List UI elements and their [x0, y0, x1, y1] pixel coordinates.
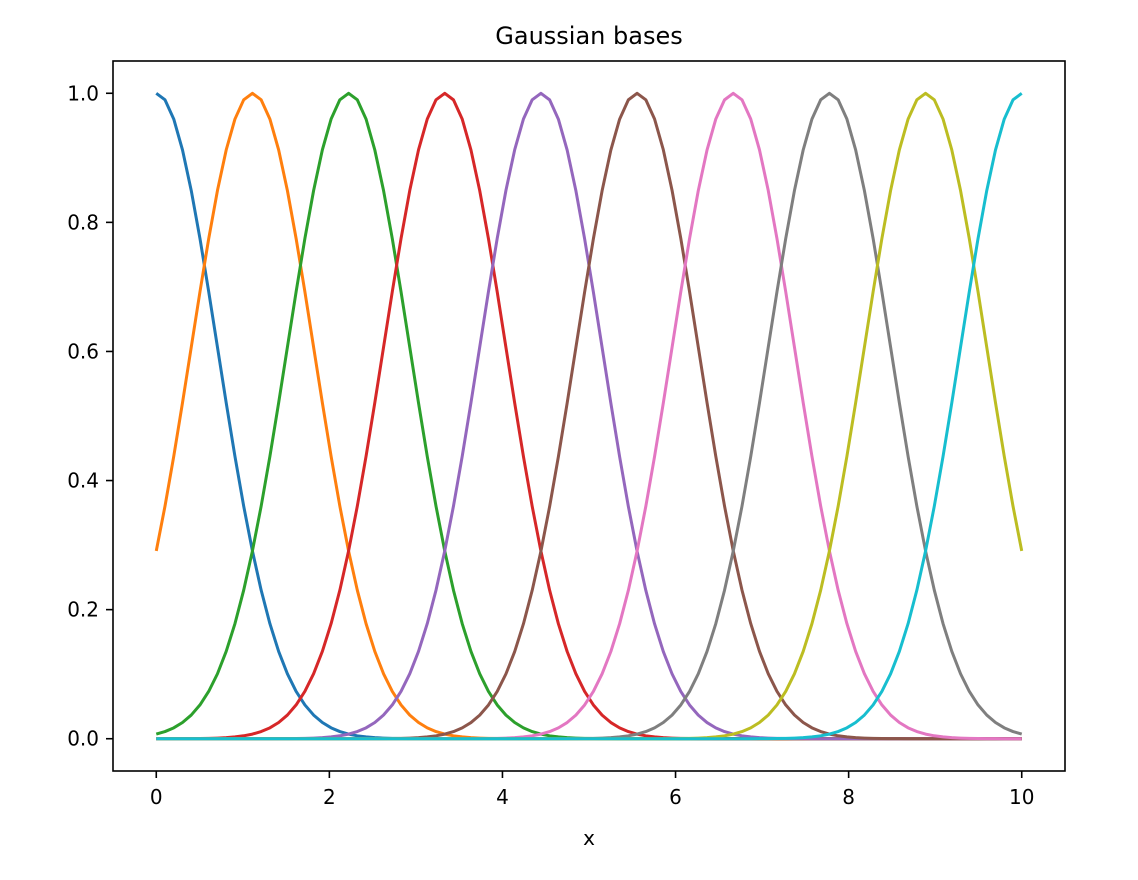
x-axis-label: x [583, 826, 595, 850]
x-tick-label: 10 [1009, 785, 1034, 809]
x-tick-label: 6 [669, 785, 682, 809]
y-tick-label: 1.0 [67, 81, 99, 105]
y-axis: 0.0 0.2 0.4 0.6 0.8 1.0 [67, 81, 113, 751]
y-tick-label: 0.6 [67, 339, 99, 363]
x-tick-label: 0 [150, 785, 163, 809]
y-tick-label: 0.2 [67, 598, 99, 622]
x-tick-label: 4 [496, 785, 509, 809]
series-layer [154, 91, 1024, 741]
y-tick-label: 0.8 [67, 210, 99, 234]
axes-frame [112, 60, 1066, 772]
y-tick-label: 0.4 [67, 469, 99, 493]
y-tick-label: 0.0 [67, 727, 99, 751]
chart-title: Gaussian bases [495, 22, 682, 50]
series-line-10 [156, 92, 1023, 741]
x-tick-label: 2 [323, 785, 336, 809]
x-axis: 0 2 4 6 8 10 [150, 771, 1034, 809]
x-tick-label: 8 [842, 785, 855, 809]
